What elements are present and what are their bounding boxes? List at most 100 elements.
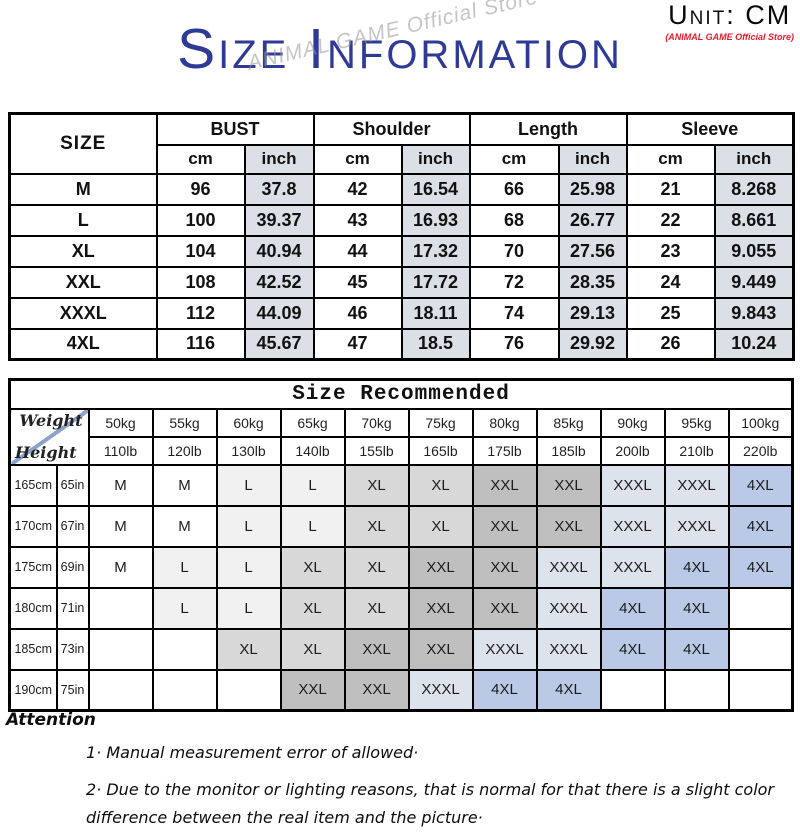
recommended-size-cell: M	[87, 504, 154, 548]
recommend-table-row: 185cm 73in XL XL XXL XXL XXXL XXXL 4XL 4XL	[8, 627, 794, 671]
recommended-size-cell: 4XL	[727, 504, 794, 548]
empty-cell	[727, 627, 794, 671]
bust-header: BUST	[155, 112, 315, 146]
length-header: Length	[468, 112, 628, 146]
weight-lb-header-cell: 185lb	[535, 435, 602, 466]
recommended-size-cell: XXXL	[535, 545, 602, 589]
recommended-size-cell: XXL	[279, 668, 346, 712]
inch-value-cell: 37.8	[243, 172, 315, 206]
size-column-header: SIZE	[8, 112, 158, 175]
inch-value-cell: 39.37	[243, 203, 315, 237]
recommended-size-cell: XXXL	[663, 463, 730, 507]
weight-kg-header-cell: 85kg	[535, 407, 602, 438]
size-recommended-table: Size Recommended Weight Height 50kg 55kg 6…	[8, 378, 795, 712]
size-table-row: XL 104 40.94 44 17.32 70 27.56 23 9.055	[8, 234, 795, 268]
weight-lb-header-cell: 210lb	[663, 435, 730, 466]
weight-kg-header-cell: 75kg	[407, 407, 474, 438]
page-title: Size Information	[177, 17, 623, 81]
recommended-size-cell: XL	[343, 545, 410, 589]
cm-value-cell: 68	[468, 203, 560, 237]
weight-lb-header-row: 110lb 120lb 130lb 140lb 155lb 165lb 175lb 185lb…	[10, 435, 794, 466]
cm-value-cell: 100	[155, 203, 246, 237]
recommended-size-cell: XL	[215, 627, 282, 671]
weight-lb-header-cell: 175lb	[471, 435, 538, 466]
recommend-table-body: 165cm 65in M M L L XL XL XXL XXL XXXL XXXL 4XL 170cm 6…	[8, 463, 794, 712]
recommended-size-cell: 4XL	[663, 627, 730, 671]
height-label: Height	[15, 442, 77, 462]
recommended-size-cell: 4XL	[535, 668, 602, 712]
cm-value-cell: 25	[625, 296, 716, 330]
store-name-label: (ANIMAL GAME Official Store)	[665, 32, 794, 42]
inch-value-cell: 17.32	[400, 234, 471, 268]
recommended-size-cell: XXXL	[599, 545, 666, 589]
size-label-cell: XL	[8, 234, 158, 268]
weight-lb-header-cell: 140lb	[279, 435, 346, 466]
weight-label: Weight	[19, 410, 83, 430]
cm-value-cell: 116	[155, 327, 246, 361]
cm-header: cm	[312, 143, 403, 175]
recommended-size-cell: XXXL	[407, 668, 474, 712]
recommended-size-cell: XXL	[407, 545, 474, 589]
inch-value-cell: 9.055	[713, 234, 795, 268]
height-in-cell: 65in	[55, 463, 90, 507]
inch-value-cell: 16.54	[400, 172, 471, 206]
inch-value-cell: 8.661	[713, 203, 795, 237]
unit-label: Unit: CM	[668, 0, 792, 30]
cm-value-cell: 26	[625, 327, 716, 361]
inch-value-cell: 18.5	[400, 327, 471, 361]
cm-value-cell: 112	[155, 296, 246, 330]
size-table-body: M 96 37.8 42 16.54 66 25.98 21 8.268 L 100 39.37 43 1…	[8, 172, 795, 361]
recommended-size-cell: XL	[279, 586, 346, 630]
recommended-size-cell: 4XL	[727, 545, 794, 589]
height-cm-cell: 165cm	[8, 463, 58, 507]
inch-value-cell: 28.35	[557, 265, 628, 299]
inch-value-cell: 26.77	[557, 203, 628, 237]
recommend-table-title: Size Recommended	[8, 378, 794, 410]
recommend-table-row: 175cm 69in M L L XL XL XXL XXL XXXL XXXL 4XL 4XL	[8, 545, 794, 589]
weight-kg-header-cell: 65kg	[279, 407, 346, 438]
recommended-size-cell: XXL	[535, 463, 602, 507]
recommended-size-cell: XL	[343, 504, 410, 548]
recommended-size-cell: XXL	[407, 586, 474, 630]
weight-kg-header-cell: 60kg	[215, 407, 282, 438]
inch-value-cell: 18.11	[400, 296, 471, 330]
recommended-size-cell: XXXL	[535, 627, 602, 671]
height-cm-cell: 175cm	[8, 545, 58, 589]
inch-value-cell: 17.72	[400, 265, 471, 299]
cm-value-cell: 44	[312, 234, 403, 268]
height-in-cell: 75in	[55, 668, 90, 712]
attention-section: Attention 1· Manual measurement error of…	[6, 710, 792, 832]
cm-value-cell: 47	[312, 327, 403, 361]
recommend-table-row: 180cm 71in L L XL XL XXL XXL XXXL 4XL 4XL	[8, 586, 794, 630]
recommended-size-cell: M	[151, 463, 218, 507]
attention-heading: Attention	[6, 710, 96, 730]
recommended-size-cell: XXL	[471, 586, 538, 630]
recommend-table-row: 165cm 65in M M L L XL XL XXL XXL XXXL XXXL 4XL	[8, 463, 794, 507]
size-table-row: XXL 108 42.52 45 17.72 72 28.35 24 9.449	[8, 265, 795, 299]
weight-height-corner-cell: Weight Height	[8, 407, 90, 466]
cm-value-cell: 46	[312, 296, 403, 330]
empty-cell	[151, 627, 218, 671]
inch-header: inch	[243, 143, 315, 175]
recommended-size-cell: XXXL	[471, 627, 538, 671]
height-in-cell: 67in	[55, 504, 90, 548]
cm-header: cm	[625, 143, 716, 175]
cm-value-cell: 70	[468, 234, 560, 268]
weight-kg-header-cell: 80kg	[471, 407, 538, 438]
recommended-size-cell: L	[151, 545, 218, 589]
empty-cell	[151, 668, 218, 712]
size-table-row: 4XL 116 45.67 47 18.5 76 29.92 26 10.24	[8, 327, 795, 361]
size-table-unit-header-row: cm inch cm inch cm inch cm inch	[10, 143, 795, 175]
weight-kg-header-cell: 100kg	[727, 407, 794, 438]
recommended-size-cell: 4XL	[599, 627, 666, 671]
recommended-size-cell: XXL	[471, 463, 538, 507]
size-label-cell: L	[8, 203, 158, 237]
size-label-cell: XXXL	[8, 296, 158, 330]
size-label-cell: M	[8, 172, 158, 206]
recommended-size-cell: 4XL	[471, 668, 538, 712]
weight-lb-header-cell: 165lb	[407, 435, 474, 466]
inch-value-cell: 16.93	[400, 203, 471, 237]
inch-header: inch	[400, 143, 471, 175]
size-table-row: XXXL 112 44.09 46 18.11 74 29.13 25 9.843	[8, 296, 795, 330]
recommended-size-cell: L	[215, 504, 282, 548]
